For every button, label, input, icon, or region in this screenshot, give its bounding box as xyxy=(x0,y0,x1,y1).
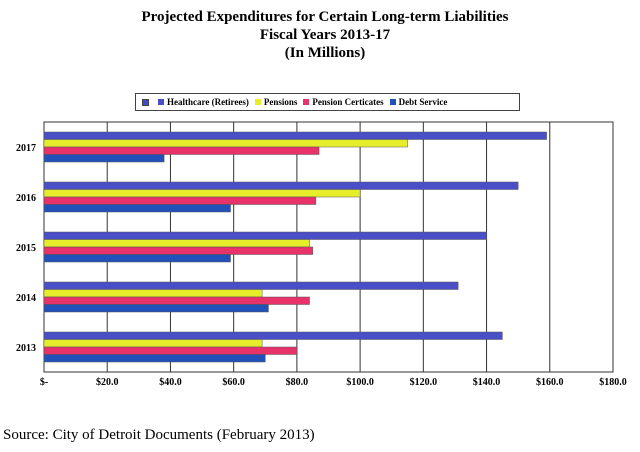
bar-pension-certicates-2015 xyxy=(43,246,313,255)
chart-title: Projected Expenditures for Certain Long-… xyxy=(0,8,640,62)
bar-pension-certicates-2013 xyxy=(43,346,298,355)
category-label-2015: 2015 xyxy=(16,243,36,254)
bar-debt-service-2017 xyxy=(43,154,165,163)
category-label-2014: 2014 xyxy=(16,293,36,304)
x-tick-label: $160.0 xyxy=(536,377,564,388)
chart-title-line2: Fiscal Years 2013-17 xyxy=(259,27,391,43)
x-tick-label: $140.0 xyxy=(473,377,501,388)
legend-item-pension-certicates: Pension Certicates xyxy=(303,97,384,107)
bar-pension-certicates-2017 xyxy=(43,146,320,155)
x-tick-label: $40.0 xyxy=(159,377,182,388)
legend-item-blank xyxy=(142,98,152,106)
bar-debt-service-2016 xyxy=(43,204,231,213)
legend-swatch-pensions xyxy=(254,99,261,105)
legend-swatch-debt-service xyxy=(389,99,396,105)
bar-healthcare-retirees-2015 xyxy=(43,231,487,240)
bar-pension-certicates-2016 xyxy=(43,196,317,205)
bar-pensions-2013 xyxy=(43,339,263,348)
x-tick-label: $100.0 xyxy=(346,377,374,388)
bar-healthcare-retirees-2016 xyxy=(43,181,519,190)
bar-healthcare-retirees-2017 xyxy=(43,131,547,140)
legend-item-healthcare: Healthcare (Retirees) xyxy=(158,97,249,107)
bar-debt-service-2015 xyxy=(43,254,231,263)
legend-swatch-pension-certicates xyxy=(303,99,310,105)
category-label-2016: 2016 xyxy=(16,193,36,204)
legend-swatch-healthcare xyxy=(158,99,164,105)
chart-legend: Healthcare (Retirees) Pensions Pension C… xyxy=(135,93,520,111)
category-label-2013: 2013 xyxy=(16,343,36,354)
chart-title-line3: (In Millions) xyxy=(284,45,366,61)
x-tick-label: $- xyxy=(40,377,48,388)
source-note: Source: City of Detroit Documents (Febru… xyxy=(3,427,315,443)
bar-healthcare-retirees-2013 xyxy=(43,331,503,340)
bar-pension-certicates-2014 xyxy=(43,296,310,305)
legend-label-debt-service: Debt Service xyxy=(398,97,448,107)
x-tick-label: $80.0 xyxy=(286,377,309,388)
legend-item-pensions: Pensions xyxy=(254,97,298,107)
x-tick-label: $180.0 xyxy=(599,377,627,388)
legend-label-pension-certicates: Pension Certicates xyxy=(312,97,384,107)
x-tick-label: $120.0 xyxy=(410,377,438,388)
bar-debt-service-2014 xyxy=(43,304,269,313)
bar-pensions-2017 xyxy=(43,139,408,148)
legend-label-healthcare: Healthcare (Retirees) xyxy=(167,97,249,107)
bar-pensions-2016 xyxy=(43,189,361,198)
x-tick-label: $20.0 xyxy=(96,377,119,388)
bar-debt-service-2013 xyxy=(43,354,266,363)
bar-pensions-2014 xyxy=(43,289,263,298)
category-label-2017: 2017 xyxy=(16,143,36,154)
bar-pensions-2015 xyxy=(43,239,310,248)
legend-swatch-blank xyxy=(142,98,149,106)
legend-label-pensions: Pensions xyxy=(263,97,298,107)
bar-healthcare-retirees-2014 xyxy=(43,281,459,290)
x-tick-label: $60.0 xyxy=(222,377,245,388)
legend-item-debt-service: Debt Service xyxy=(389,97,448,107)
chart-title-line1: Projected Expenditures for Certain Long-… xyxy=(141,9,509,25)
